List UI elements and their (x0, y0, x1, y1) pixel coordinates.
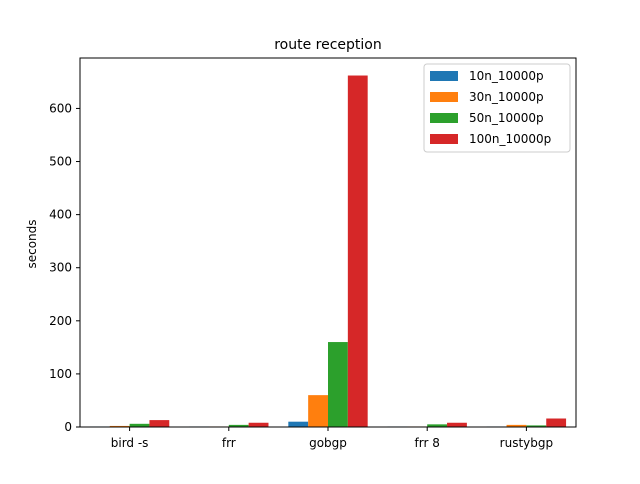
legend-label: 100n_10000p (469, 132, 551, 146)
legend-label: 10n_10000p (469, 69, 544, 83)
bar-100n_10000p-gobgp (347, 75, 368, 428)
chart-title: route reception (274, 37, 382, 53)
bar-50n_10000p-gobgp (328, 342, 348, 427)
y-tick-label: 600 (49, 101, 72, 115)
x-axis: bird -s frr gobgp frr 8 rustybgp (111, 427, 553, 450)
legend-box (423, 63, 571, 153)
y-tick-label: 400 (49, 208, 72, 222)
y-axis: 0 100 200 300 400 500 600 (49, 101, 80, 434)
y-axis-label: seconds (25, 219, 39, 268)
y-tick-label: 0 (64, 420, 72, 434)
y-tick-label: 500 (49, 155, 72, 169)
y-tick-label: 300 (49, 261, 72, 275)
y-tick-label: 100 (49, 367, 72, 381)
bar-100n_10000p-frr (248, 422, 269, 427)
legend-swatch (430, 134, 458, 144)
bar-50n_10000p-rustybgp (526, 425, 547, 427)
bar-100n_10000p-bird--s (149, 420, 170, 427)
legend-items: 10n_10000p 30n_10000p 50n_10000p 100n_10000… (430, 69, 551, 146)
x-tick-label: frr (222, 436, 236, 450)
legend-label: 30n_10000p (469, 90, 544, 104)
legend-swatch (430, 113, 458, 123)
x-tick-label: bird -s (111, 436, 149, 450)
y-tick-label: 200 (49, 314, 72, 328)
plot-frame (79, 57, 577, 428)
x-tick-label: gobgp (309, 436, 347, 450)
bars-layer (89, 75, 567, 428)
bar-100n_10000p-frr-8 (447, 422, 467, 427)
x-tick-label: rustybgp (500, 436, 553, 450)
legend: 10n_10000p 30n_10000p 50n_10000p 100n_10000… (423, 63, 571, 153)
legend-label: 50n_10000p (469, 111, 544, 125)
bar-100n_10000p-rustybgp (546, 418, 567, 427)
legend-swatch (430, 92, 458, 102)
bar-30n_10000p-rustybgp (506, 424, 527, 427)
bar-50n_10000p-bird--s (129, 423, 150, 427)
bar-30n_10000p-gobgp (308, 395, 328, 427)
bar-30n_10000p-bird--s (109, 425, 130, 427)
legend-swatch (430, 71, 458, 81)
bar-50n_10000p-frr (228, 424, 249, 427)
x-tick-label: frr 8 (415, 436, 440, 450)
bar-10n_10000p-gobgp (288, 421, 309, 427)
bar-50n_10000p-frr-8 (427, 424, 448, 427)
